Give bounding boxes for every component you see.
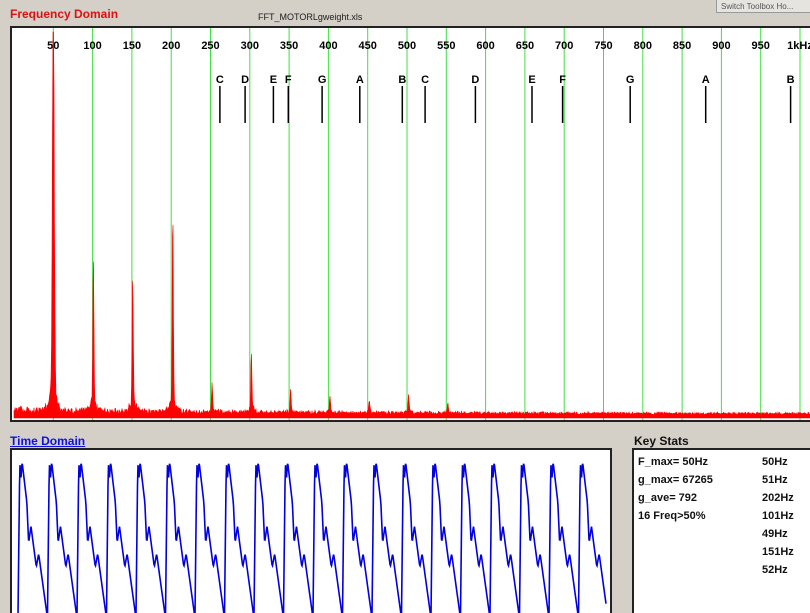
x-tick-label: 250 <box>201 40 219 52</box>
time-domain-chart <box>10 448 612 613</box>
frequency-domain-chart: 5010015020025030035040045050055060065070… <box>10 26 810 422</box>
x-tick-label: 600 <box>476 40 494 52</box>
stat-value-3: 202Hz <box>762 492 794 504</box>
note-label: A <box>702 74 710 86</box>
stat-label-gmax: g_max= 67265 <box>638 474 713 486</box>
x-tick-label: 400 <box>319 40 337 52</box>
key-stats-panel: F_max= 50Hz 50Hz g_max= 67265 51Hz g_ave… <box>632 448 810 613</box>
frequency-domain-plot: 5010015020025030035040045050055060065070… <box>13 28 810 420</box>
stat-value-1: 50Hz <box>762 456 788 468</box>
note-label: E <box>528 74 535 86</box>
x-tick-label: 550 <box>437 40 455 52</box>
note-label: F <box>285 74 292 86</box>
switch-toolbox-button[interactable]: Switch Toolbox Ho... <box>716 0 810 13</box>
note-label: B <box>398 74 406 86</box>
x-tick-label: 650 <box>516 40 534 52</box>
x-tick-label: 1kHz <box>787 40 810 52</box>
stat-label-freq-count: 16 Freq>50% <box>638 510 706 522</box>
note-label: D <box>241 74 249 86</box>
x-tick-label: 300 <box>241 40 259 52</box>
stat-value-6: 151Hz <box>762 546 794 558</box>
note-label: B <box>787 74 795 86</box>
spectrum-trace <box>13 31 810 419</box>
note-label: G <box>318 74 327 86</box>
note-label: A <box>356 74 364 86</box>
x-tick-label: 950 <box>752 40 770 52</box>
note-label: D <box>471 74 479 86</box>
x-tick-label: 150 <box>123 40 141 52</box>
time-domain-plot <box>17 463 607 613</box>
note-label: E <box>270 74 277 86</box>
key-stats-title: Key Stats <box>634 434 689 448</box>
stat-value-5: 49Hz <box>762 528 788 540</box>
x-tick-label: 700 <box>555 40 573 52</box>
x-tick-label: 800 <box>634 40 652 52</box>
file-name-label: FFT_MOTORLgweight.xls <box>258 12 363 22</box>
stat-value-7: 52Hz <box>762 564 788 576</box>
stat-value-4: 101Hz <box>762 510 794 522</box>
stat-label-gave: g_ave= 792 <box>638 492 698 504</box>
x-tick-label: 500 <box>398 40 416 52</box>
note-label: F <box>559 74 566 86</box>
frequency-domain-title: Frequency Domain <box>10 7 119 21</box>
stat-value-2: 51Hz <box>762 474 788 486</box>
time-signal-trace <box>17 463 607 613</box>
x-tick-label: 850 <box>673 40 691 52</box>
time-domain-title: Time Domain <box>10 434 86 448</box>
x-tick-label: 450 <box>359 40 377 52</box>
x-tick-label: 750 <box>594 40 612 52</box>
stat-label-fmax: F_max= 50Hz <box>638 456 709 468</box>
x-tick-label: 200 <box>162 40 180 52</box>
note-label: C <box>421 74 429 86</box>
x-tick-label: 350 <box>280 40 298 52</box>
x-tick-label: 900 <box>712 40 730 52</box>
x-tick-label: 100 <box>83 40 101 52</box>
note-label: C <box>216 74 224 86</box>
note-label: G <box>626 74 635 86</box>
